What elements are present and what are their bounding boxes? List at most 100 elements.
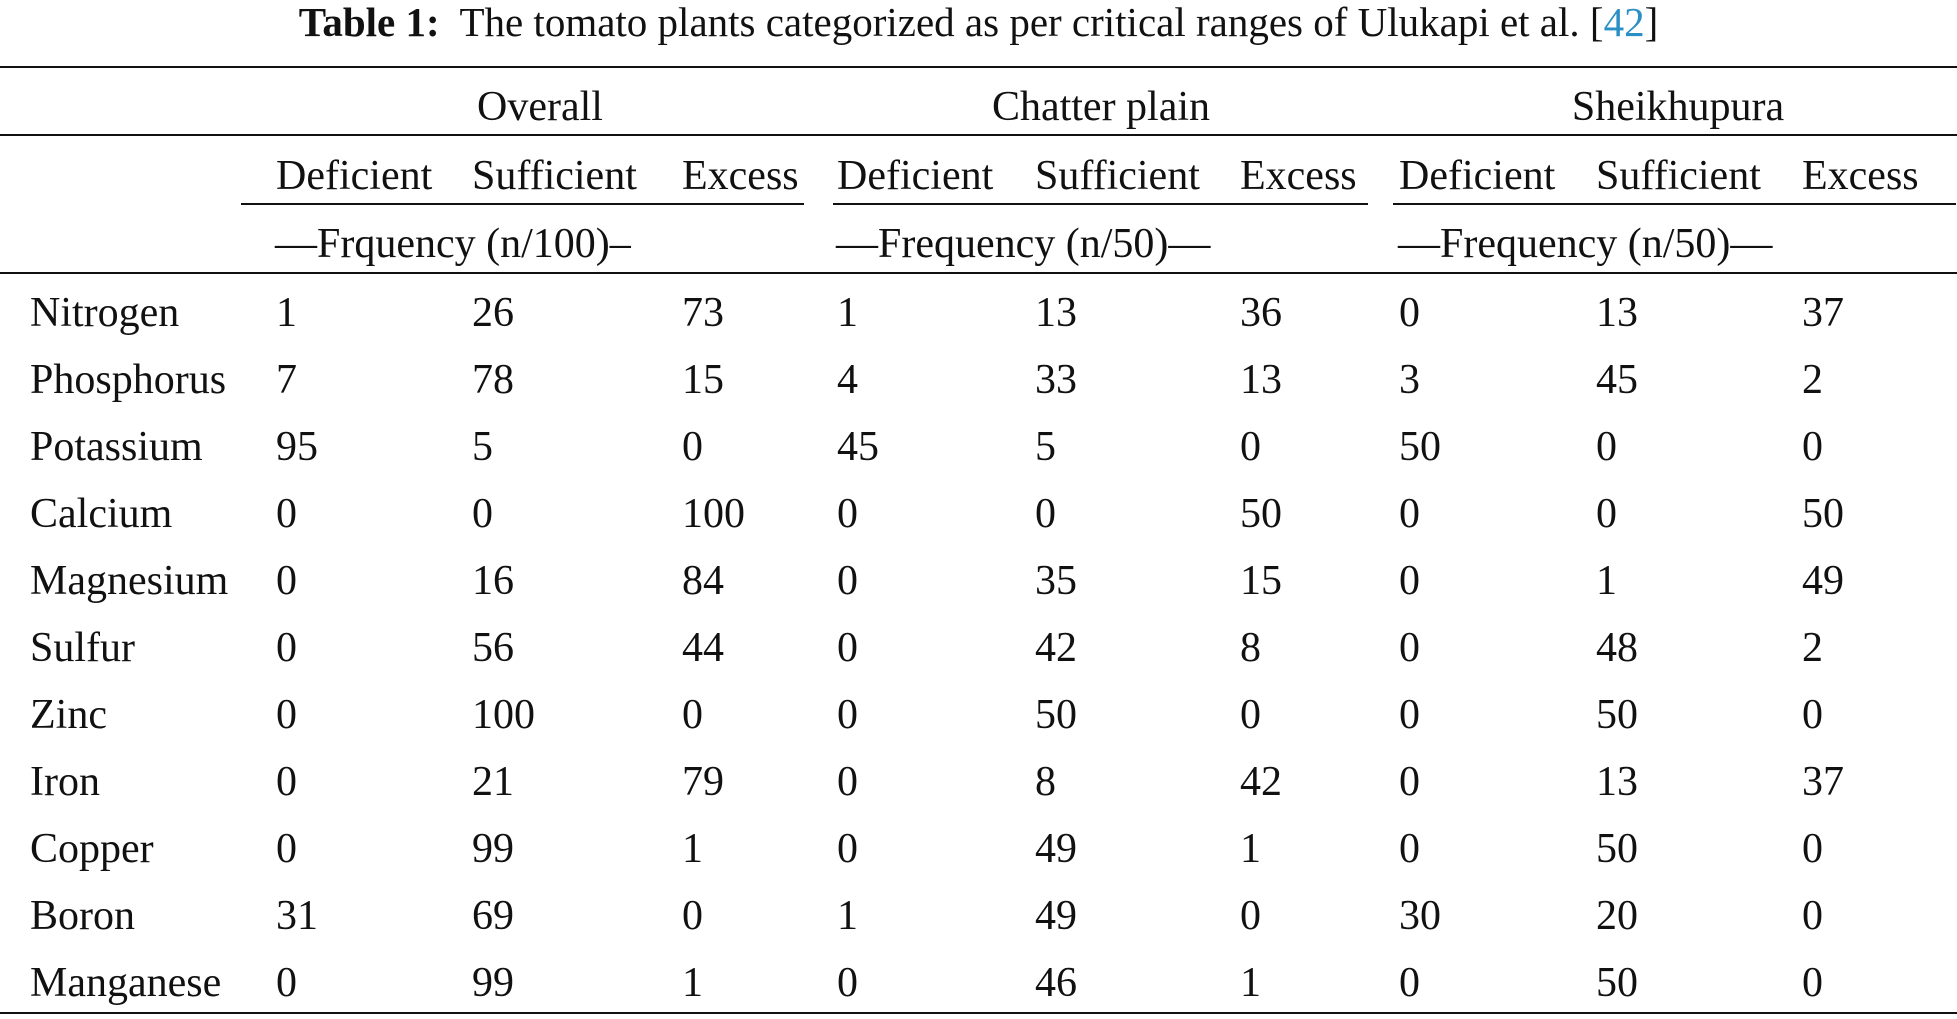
caption-reference-link[interactable]: 42 bbox=[1603, 0, 1645, 45]
table-cell: 0 bbox=[1399, 960, 1420, 1006]
table-cell: 1 bbox=[1240, 960, 1261, 1006]
table-cell: 0 bbox=[276, 692, 297, 738]
table-cell: 0 bbox=[837, 692, 858, 738]
table-cell: 50 bbox=[1596, 826, 1638, 872]
table-cell: 0 bbox=[276, 491, 297, 537]
table-cell: 48 bbox=[1596, 625, 1638, 671]
table-cell: 49 bbox=[1035, 826, 1077, 872]
group-header: Overall bbox=[477, 84, 603, 130]
table-cell: 50 bbox=[1399, 424, 1441, 470]
row-label: Phosphorus bbox=[30, 357, 227, 403]
table-cell: 31 bbox=[276, 893, 318, 939]
table-cell: 95 bbox=[276, 424, 318, 470]
table-cell: 45 bbox=[837, 424, 879, 470]
table-cell: 36 bbox=[1240, 290, 1282, 336]
table-cell: 30 bbox=[1399, 893, 1441, 939]
table-cell: 73 bbox=[682, 290, 724, 336]
table-cell: 45 bbox=[1596, 357, 1638, 403]
table-cell: 42 bbox=[1240, 759, 1282, 805]
table-cell: 0 bbox=[837, 491, 858, 537]
table-cell: 50 bbox=[1596, 692, 1638, 738]
subheader-rule-overall bbox=[241, 203, 804, 205]
subheader: Sufficient bbox=[1596, 153, 1761, 199]
table-cell: 4 bbox=[837, 357, 858, 403]
caption-label: Table 1: bbox=[298, 0, 440, 45]
table-cell: 0 bbox=[1399, 759, 1420, 805]
table-cell: 35 bbox=[1035, 558, 1077, 604]
table-cell: 0 bbox=[1399, 558, 1420, 604]
table-cell: 50 bbox=[1802, 491, 1844, 537]
group-header: Chatter plain bbox=[991, 84, 1211, 130]
frequency-label: —Frequency (n/50)— bbox=[836, 221, 1211, 267]
table-cell: 50 bbox=[1596, 960, 1638, 1006]
table-cell: 26 bbox=[472, 290, 514, 336]
table-cell: 1 bbox=[1596, 558, 1617, 604]
frequency-label: —Frequency (n/50)— bbox=[1398, 221, 1773, 267]
table-cell: 0 bbox=[1240, 893, 1261, 939]
table-cell: 46 bbox=[1035, 960, 1077, 1006]
row-label: Nitrogen bbox=[30, 290, 180, 336]
table-cell: 100 bbox=[682, 491, 745, 537]
caption-text: The tomato plants categorized as per cri… bbox=[459, 0, 1604, 45]
table-cell: 69 bbox=[472, 893, 514, 939]
table-cell: 15 bbox=[682, 357, 724, 403]
table-cell: 2 bbox=[1802, 625, 1823, 671]
subheader: Deficient bbox=[276, 153, 433, 199]
table-cell: 0 bbox=[1802, 692, 1823, 738]
table-cell: 49 bbox=[1802, 558, 1844, 604]
row-label: Copper bbox=[30, 826, 154, 872]
subheader: Excess bbox=[1802, 153, 1919, 199]
table-cell: 0 bbox=[1596, 424, 1617, 470]
table-cell: 0 bbox=[837, 826, 858, 872]
table-cell: 56 bbox=[472, 625, 514, 671]
table-cell: 1 bbox=[682, 960, 703, 1006]
table-cell: 13 bbox=[1596, 759, 1638, 805]
table-cell: 0 bbox=[1399, 491, 1420, 537]
table-cell: 0 bbox=[276, 558, 297, 604]
table-cell: 0 bbox=[276, 960, 297, 1006]
table-cell: 0 bbox=[1240, 424, 1261, 470]
table-cell: 50 bbox=[1240, 491, 1282, 537]
table-cell: 1 bbox=[682, 826, 703, 872]
table-cell: 0 bbox=[276, 826, 297, 872]
table-cell: 2 bbox=[1802, 357, 1823, 403]
table-cell: 37 bbox=[1802, 290, 1844, 336]
table-cell: 49 bbox=[1035, 893, 1077, 939]
table-cell: 33 bbox=[1035, 357, 1077, 403]
table-cell: 21 bbox=[472, 759, 514, 805]
table-cell: 0 bbox=[1596, 491, 1617, 537]
table-cell: 13 bbox=[1596, 290, 1638, 336]
top-rule bbox=[0, 66, 1957, 68]
table-cell: 100 bbox=[472, 692, 535, 738]
subheader: Deficient bbox=[837, 153, 994, 199]
table-cell: 13 bbox=[1240, 357, 1282, 403]
row-label: Magnesium bbox=[30, 558, 229, 604]
table-cell: 0 bbox=[276, 625, 297, 671]
table-cell: 20 bbox=[1596, 893, 1638, 939]
caption-close: ] bbox=[1644, 0, 1659, 45]
row-label: Calcium bbox=[30, 491, 173, 537]
table-cell: 0 bbox=[1240, 692, 1261, 738]
table-cell: 50 bbox=[1035, 692, 1077, 738]
row-label: Potassium bbox=[30, 424, 203, 470]
table-cell: 5 bbox=[472, 424, 493, 470]
table-cell: 0 bbox=[1399, 826, 1420, 872]
row-label: Iron bbox=[30, 759, 100, 805]
subheader: Excess bbox=[682, 153, 799, 199]
table-cell: 0 bbox=[276, 759, 297, 805]
table-cell: 0 bbox=[1399, 290, 1420, 336]
row-label: Zinc bbox=[30, 692, 107, 738]
table-cell: 8 bbox=[1240, 625, 1261, 671]
table-cell: 37 bbox=[1802, 759, 1844, 805]
subheader: Excess bbox=[1240, 153, 1357, 199]
bottom-rule bbox=[0, 1012, 1957, 1014]
subheader: Sufficient bbox=[1035, 153, 1200, 199]
row-label: Sulfur bbox=[30, 625, 135, 671]
table-cell: 84 bbox=[682, 558, 724, 604]
table-cell: 79 bbox=[682, 759, 724, 805]
table-cell: 8 bbox=[1035, 759, 1056, 805]
subheader-rule-sheikhupura bbox=[1393, 203, 1956, 205]
table-cell: 0 bbox=[837, 759, 858, 805]
table-cell: 99 bbox=[472, 960, 514, 1006]
table-cell: 5 bbox=[1035, 424, 1056, 470]
